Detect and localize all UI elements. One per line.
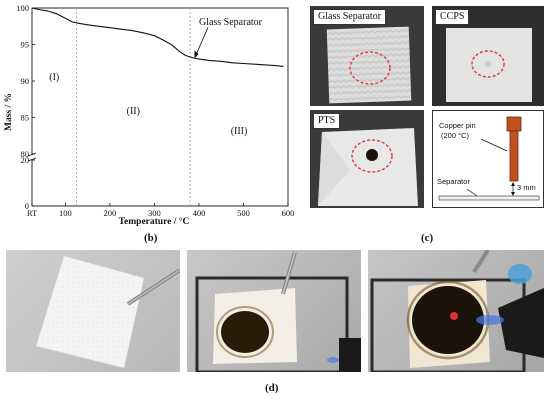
- x-tick-label: 400: [193, 208, 206, 218]
- x-tick-label: 600: [282, 208, 295, 218]
- axis-break-mark: [27, 152, 37, 157]
- photo-d-unburned: [6, 250, 180, 372]
- axis-break-gap: [29, 155, 35, 159]
- annotation-glass-separator: Glass Separator: [199, 17, 263, 28]
- panel-label-b: (b): [144, 232, 158, 244]
- photo-pts: PTS: [310, 110, 424, 208]
- x-tick-label: 200: [104, 208, 117, 218]
- pts-image: [318, 128, 418, 206]
- glass-separator-image: [326, 26, 412, 104]
- y-tick-label: 0: [25, 201, 29, 211]
- region-label: (III): [231, 126, 248, 137]
- schematic-temp-label: (200 °C): [441, 131, 470, 140]
- x-tick-label: 100: [59, 208, 72, 218]
- region-labels: (I) (II) (III): [49, 72, 247, 137]
- annotation-arrowhead: [194, 50, 199, 59]
- panel-label-d: (d): [265, 382, 279, 394]
- x-tick-label: 300: [148, 208, 161, 218]
- x-tick-label: 500: [237, 208, 250, 218]
- partial-burn-image: [195, 251, 361, 372]
- chart-axes: [27, 7, 289, 207]
- photo-d-torch-burn: [368, 250, 544, 372]
- schematic-gap-label: 3 mm: [517, 183, 536, 192]
- region-label: (II): [127, 106, 140, 117]
- tag-ccps: CCPS: [435, 9, 470, 25]
- photo-d-partial-burn: [187, 250, 361, 372]
- region-label: (I): [49, 72, 59, 83]
- ccps-image: [446, 28, 532, 102]
- axis-break-mark: [27, 157, 37, 162]
- y-axis-title: Mass / %: [4, 93, 14, 131]
- series-line-glass-separator: [31, 7, 284, 67]
- y-tick-label: 100: [16, 3, 29, 13]
- region-boundaries: [76, 8, 191, 206]
- y-tick-label: 80: [21, 149, 30, 159]
- photo-ccps: CCPS: [432, 6, 544, 106]
- torch-burn-image: [370, 250, 544, 372]
- tag-glass-separator: Glass Separator: [313, 9, 387, 25]
- annotation-arrow: [195, 27, 209, 57]
- y-tick-label: 90: [21, 76, 30, 86]
- schematic-copper-pin-label: Copper pin: [439, 121, 476, 130]
- y-tick-label: 20: [21, 155, 30, 165]
- photo-glass-separator: Glass Separator: [310, 6, 424, 106]
- schematic-drawing: [438, 116, 540, 201]
- panel-label-c: (c): [421, 232, 434, 244]
- schematic-separator-label: Separator: [437, 177, 470, 186]
- unburned-separator-image: [35, 255, 180, 369]
- x-tick-label: RT: [27, 208, 38, 218]
- chart-annotation: Glass Separator: [194, 17, 263, 59]
- schematic: Copper pin (200 °C) Separator 3 mm: [432, 110, 544, 208]
- x-axis-title: Temperature / °C: [119, 216, 190, 227]
- y-tick-label: 95: [21, 40, 30, 50]
- chart-series: [31, 7, 284, 67]
- tag-pts: PTS: [313, 113, 341, 129]
- y-tick-label: 85: [21, 113, 30, 123]
- plot-frame: [31, 7, 289, 207]
